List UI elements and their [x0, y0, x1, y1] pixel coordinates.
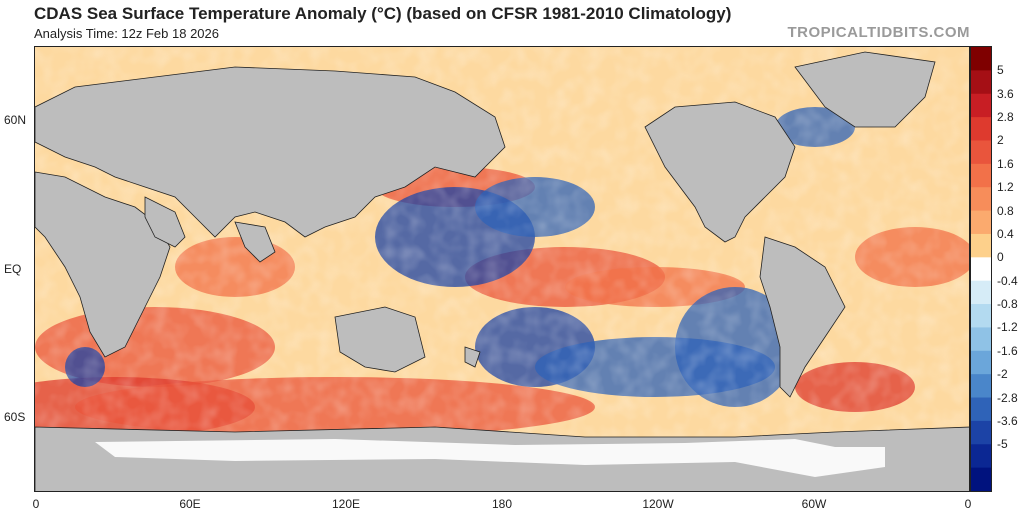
colorbar-swatch: [971, 117, 991, 141]
colorbar-tick-label: 0.4: [997, 226, 1014, 241]
land-shape: [759, 236, 846, 398]
analysis-time: Analysis Time: 12z Feb 18 2026: [34, 26, 219, 41]
colorbar-tick-label: -2.8: [997, 390, 1018, 405]
colorbar-swatch: [971, 327, 991, 352]
colorbar-swatch: [971, 420, 991, 445]
land-shape: [35, 66, 506, 238]
colorbar-tick-label: 0.8: [997, 203, 1014, 218]
colorbar-tick-label: -0.4: [997, 273, 1018, 288]
colorbar-swatch: [971, 257, 991, 282]
land-shape: [35, 171, 171, 358]
lon-label-60w: 60W: [801, 497, 827, 511]
colorbar-tick-label: -0.8: [997, 297, 1018, 312]
colorbar-swatch: [971, 280, 991, 305]
colorbar-tick-label: 2.8: [997, 110, 1014, 125]
lon-label-0-end: 0: [964, 497, 972, 511]
colorbar-tick-label: -3.6: [997, 413, 1018, 428]
colorbar: [970, 46, 992, 492]
land-shape: [234, 221, 276, 263]
land-shape: [144, 196, 186, 248]
colorbar-tick-label: 1.2: [997, 180, 1014, 195]
colorbar-tick-label: 2: [997, 133, 1004, 148]
colorbar-swatch: [971, 70, 991, 95]
colorbar-swatch: [971, 374, 991, 399]
map-title: CDAS Sea Surface Temperature Anomaly (°C…: [34, 4, 732, 23]
colorbar-swatch: [971, 304, 991, 328]
lon-label-0: 0: [32, 497, 40, 511]
colorbar-swatch: [971, 467, 991, 492]
colorbar-swatch: [971, 233, 991, 258]
sea-ice: [95, 439, 885, 477]
lon-label-120w: 120W: [642, 497, 674, 511]
colorbar-tick-label: 1.6: [997, 156, 1014, 171]
colorbar-swatch: [971, 140, 991, 165]
colorbar-tick-label: 5: [997, 63, 1004, 78]
sst-anomaly-map: [34, 46, 970, 492]
brand-watermark: TROPICALTIDBITS.COM: [787, 24, 970, 41]
lat-label-60n: 60N: [4, 113, 27, 127]
colorbar-swatch: [971, 397, 991, 422]
colorbar-swatch: [971, 210, 991, 235]
lat-label-eq: EQ: [4, 262, 22, 276]
colorbar-tick-label: 3.6: [997, 86, 1014, 101]
colorbar-swatch: [971, 163, 991, 188]
colorbar-tick-label: -5: [997, 437, 1008, 452]
ice-edge: [95, 439, 885, 477]
land-shape: [644, 101, 796, 243]
colorbar-swatch: [971, 444, 991, 469]
colorbar-tick-label: -1.2: [997, 320, 1018, 335]
colorbar-swatch: [971, 47, 991, 71]
colorbar-tick-label: -1.6: [997, 343, 1018, 358]
land-shape: [794, 51, 936, 128]
lon-label-180: 180: [491, 497, 513, 511]
colorbar-swatch: [971, 93, 991, 118]
land-shape: [464, 346, 481, 368]
colorbar-swatch: [971, 350, 991, 375]
lon-label-120e: 120E: [331, 497, 361, 511]
colorbar-swatch: [971, 187, 991, 212]
colorbar-tick-label: -2: [997, 367, 1008, 382]
lon-label-60e: 60E: [179, 497, 201, 511]
lat-label-60s: 60S: [4, 410, 26, 424]
land-shape: [334, 306, 426, 373]
colorbar-tick-label: 0: [997, 250, 1004, 265]
